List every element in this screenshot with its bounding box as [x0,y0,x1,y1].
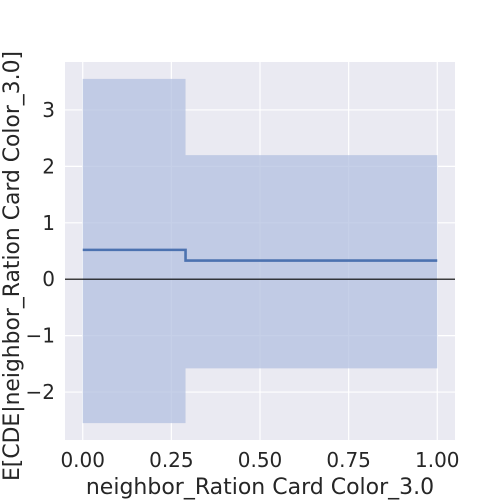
x-axis-label: neighbor_Ration Card Color_3.0 [86,475,434,500]
confidence-band [82,78,438,424]
y-tick-label: 1 [42,211,55,235]
x-tick-label: 1.00 [415,448,460,472]
x-tick-label: 0.75 [326,448,371,472]
x-tick-label: 0.00 [60,448,105,472]
y-tick-label: 2 [42,154,55,178]
y-tick-labels: −2 −1 0 1 2 3 [26,98,55,404]
y-tick-label: 3 [42,98,55,122]
confidence-band-layer [82,78,438,424]
x-tick-labels: 0.00 0.25 0.50 0.75 1.00 [60,448,459,472]
y-tick-label: −1 [26,324,55,348]
series-line-0 [82,248,438,262]
y-tick-label: −2 [26,380,55,404]
y-axis-label: E[CDE|neighbor_Ration Card Color_3.0] [0,51,25,481]
x-tick-label: 0.50 [238,448,283,472]
x-tick-label: 0.25 [149,448,194,472]
y-tick-label: 0 [42,267,55,291]
series-layer [82,248,438,262]
